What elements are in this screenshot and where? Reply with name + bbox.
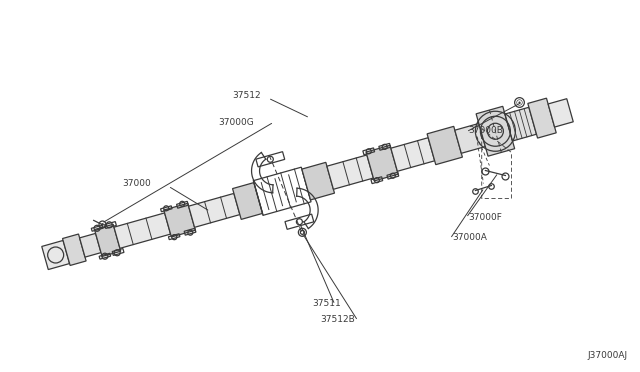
Text: 37000: 37000 <box>122 179 151 187</box>
Polygon shape <box>79 233 101 257</box>
Text: 37512B: 37512B <box>320 315 355 324</box>
Polygon shape <box>63 234 86 266</box>
Polygon shape <box>528 98 556 138</box>
Text: 37000A: 37000A <box>452 232 487 241</box>
Polygon shape <box>114 213 171 248</box>
Polygon shape <box>391 138 435 171</box>
Text: J37000AJ: J37000AJ <box>588 351 628 360</box>
Text: 37000F: 37000F <box>468 212 502 221</box>
Text: 37000B: 37000B <box>468 125 503 135</box>
Polygon shape <box>164 203 195 237</box>
Polygon shape <box>366 145 398 181</box>
Polygon shape <box>302 162 335 200</box>
Polygon shape <box>505 107 536 141</box>
Polygon shape <box>95 224 121 256</box>
Text: 37512: 37512 <box>232 90 260 99</box>
Text: 37511: 37511 <box>312 299 340 308</box>
Polygon shape <box>548 99 573 127</box>
Polygon shape <box>232 183 262 219</box>
Polygon shape <box>455 124 485 153</box>
Polygon shape <box>189 193 240 227</box>
Text: 37000G: 37000G <box>218 118 253 126</box>
Polygon shape <box>427 126 463 165</box>
Polygon shape <box>42 240 70 270</box>
Polygon shape <box>327 155 373 189</box>
Polygon shape <box>476 106 515 156</box>
